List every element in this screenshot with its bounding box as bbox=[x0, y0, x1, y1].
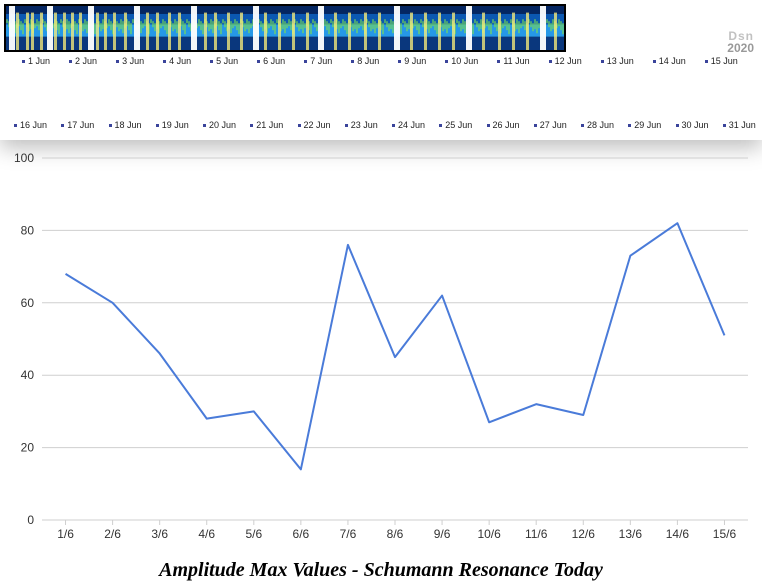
watermark: Dsn 2020 bbox=[727, 30, 754, 54]
date-label: 27 Jun bbox=[534, 120, 567, 130]
svg-text:10/6: 10/6 bbox=[477, 527, 501, 541]
svg-text:9/6: 9/6 bbox=[434, 527, 451, 541]
spectrogram-svg bbox=[6, 6, 564, 50]
date-label: 25 Jun bbox=[439, 120, 472, 130]
date-label: 12 Jun bbox=[549, 56, 582, 66]
svg-text:6/6: 6/6 bbox=[293, 527, 310, 541]
date-label: 1 Jun bbox=[22, 56, 50, 66]
svg-text:13/6: 13/6 bbox=[619, 527, 643, 541]
date-label: 4 Jun bbox=[163, 56, 191, 66]
date-label: 30 Jun bbox=[676, 120, 709, 130]
svg-text:40: 40 bbox=[21, 368, 35, 382]
date-label: 6 Jun bbox=[257, 56, 285, 66]
date-label: 22 Jun bbox=[298, 120, 331, 130]
svg-text:2/6: 2/6 bbox=[104, 527, 121, 541]
date-label: 15 Jun bbox=[705, 56, 738, 66]
date-label: 23 Jun bbox=[345, 120, 378, 130]
chart-svg: 0 20 40 60 80 100 1/6 2/6 3/6 4/6 5/6 6/6 7/6 8/6 9/6 1… bbox=[6, 148, 756, 550]
dates-row-1: 1 Jun 2 Jun 3 Jun 4 Jun 5 Jun 6 Jun 7 Jun 8 Jun… bbox=[0, 56, 762, 66]
svg-text:4/6: 4/6 bbox=[198, 527, 215, 541]
svg-text:80: 80 bbox=[21, 223, 35, 237]
date-label: 18 Jun bbox=[109, 120, 142, 130]
date-label: 2 Jun bbox=[69, 56, 97, 66]
amplitude-chart: 0 20 40 60 80 100 1/6 2/6 3/6 4/6 5/6 6/6 7/6 8/6 9/6 1… bbox=[6, 148, 756, 550]
svg-text:100: 100 bbox=[14, 151, 34, 165]
amplitude-line bbox=[66, 223, 725, 469]
svg-text:12/6: 12/6 bbox=[572, 527, 596, 541]
date-label: 20 Jun bbox=[203, 120, 236, 130]
watermark-year: 2020 bbox=[727, 42, 754, 54]
date-label: 16 Jun bbox=[14, 120, 47, 130]
date-label: 28 Jun bbox=[581, 120, 614, 130]
date-label: 26 Jun bbox=[487, 120, 520, 130]
chart-caption: Amplitude Max Values - Schumann Resonanc… bbox=[0, 553, 762, 582]
svg-text:14/6: 14/6 bbox=[666, 527, 690, 541]
svg-text:5/6: 5/6 bbox=[245, 527, 262, 541]
svg-text:20: 20 bbox=[21, 441, 35, 455]
date-label: 21 Jun bbox=[250, 120, 283, 130]
date-label: 31 Jun bbox=[723, 120, 756, 130]
date-label: 8 Jun bbox=[351, 56, 379, 66]
svg-text:8/6: 8/6 bbox=[387, 527, 404, 541]
date-label: 14 Jun bbox=[653, 56, 686, 66]
date-label: 24 Jun bbox=[392, 120, 425, 130]
svg-text:11/6: 11/6 bbox=[525, 527, 548, 541]
date-label: 13 Jun bbox=[601, 56, 634, 66]
date-label: 10 Jun bbox=[445, 56, 478, 66]
date-label: 19 Jun bbox=[156, 120, 189, 130]
svg-text:3/6: 3/6 bbox=[151, 527, 168, 541]
svg-text:1/6: 1/6 bbox=[57, 527, 74, 541]
svg-text:60: 60 bbox=[21, 296, 35, 310]
spectrogram-panel: Dsn 2020 1 Jun 2 Jun 3 Jun 4 Jun 5 Jun 6 Jun 7… bbox=[0, 0, 762, 140]
date-label: 5 Jun bbox=[210, 56, 238, 66]
svg-text:7/6: 7/6 bbox=[340, 527, 357, 541]
watermark-brand: Dsn bbox=[727, 30, 754, 42]
date-label: 3 Jun bbox=[116, 56, 144, 66]
svg-text:0: 0 bbox=[27, 513, 34, 527]
date-label: 11 Jun bbox=[497, 56, 529, 66]
date-label: 29 Jun bbox=[628, 120, 661, 130]
date-label: 9 Jun bbox=[398, 56, 426, 66]
spectrogram-image bbox=[4, 4, 566, 52]
date-label: 7 Jun bbox=[304, 56, 332, 66]
svg-text:15/6: 15/6 bbox=[713, 527, 737, 541]
dates-row-2: 16 Jun 17 Jun 18 Jun 19 Jun 20 Jun 21 Jun 22 J… bbox=[0, 120, 762, 130]
date-label: 17 Jun bbox=[61, 120, 94, 130]
